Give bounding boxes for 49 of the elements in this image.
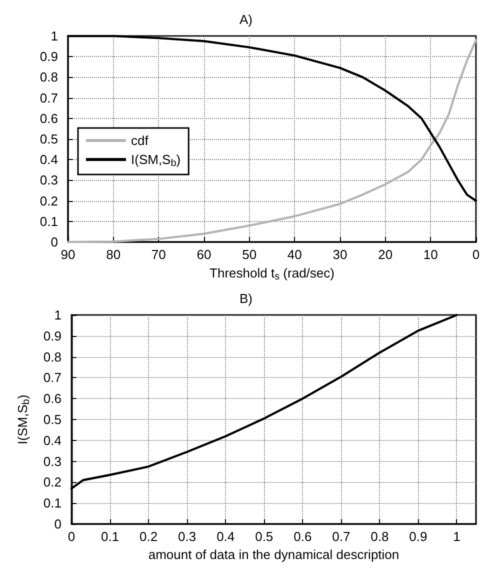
x-tick-label: 0.7 (332, 529, 350, 544)
x-tick-label: 40 (287, 247, 302, 262)
y-tick-label: 1 (50, 28, 58, 44)
x-tick-label: 0.8 (370, 529, 389, 544)
x-tick-label: 0.1 (100, 529, 120, 544)
y-tick-label: 0.7 (43, 370, 62, 386)
y-tick-label: 0.6 (43, 391, 62, 406)
x-tick-label: 10 (423, 247, 438, 262)
y-tick-label: 0.2 (43, 474, 62, 490)
x-tick-label: 0.2 (140, 529, 158, 544)
x-tick-label: 20 (378, 247, 393, 262)
y-tick-label: 0.2 (40, 193, 58, 208)
y-tick-label: 0 (54, 516, 62, 532)
chart-title: B) (240, 291, 252, 306)
x-tick-label: 90 (60, 247, 76, 262)
x-tick-label: 1 (453, 529, 460, 544)
chart-title: A) (240, 12, 252, 27)
y-tick-label: 0.5 (43, 412, 62, 427)
y-tick-label: 0.4 (43, 432, 62, 448)
y-tick-label: 0.7 (40, 90, 58, 106)
x-tick-label: 70 (151, 247, 166, 262)
y-tick-label: 0.1 (40, 214, 58, 229)
y-tick-label: 0.8 (43, 349, 62, 364)
x-tick-label: 80 (106, 247, 121, 262)
x-axis-title: amount of data in the dynamical description (148, 546, 400, 562)
y-tick-label: 0.9 (43, 328, 62, 344)
x-tick-label: 0 (472, 247, 480, 262)
y-tick-label: 0.3 (43, 454, 62, 469)
y-tick-label: 0.3 (40, 172, 58, 188)
y-tick-label: 0.5 (40, 132, 58, 146)
y-tick-label: 0.8 (40, 70, 58, 85)
y-tick-label: 0 (50, 234, 58, 250)
x-tick-label: 0 (68, 529, 76, 544)
y-tick-label: 0.6 (40, 110, 58, 126)
x-tick-label: 0.9 (409, 529, 428, 544)
x-tick-label: 0.5 (255, 529, 274, 544)
y-tick-label: 0.9 (40, 49, 58, 64)
x-tick-label: 0.4 (216, 529, 235, 544)
x-tick-label: 60 (196, 247, 212, 262)
y-axis-title: I(SM,Sb) (15, 394, 32, 444)
x-tick-label: 0.3 (178, 529, 196, 544)
legend-label: cdf (131, 133, 149, 148)
x-tick-label: 30 (332, 247, 348, 262)
x-tick-label: 50 (242, 247, 257, 262)
y-tick-label: 0.1 (43, 496, 62, 511)
x-tick-label: 0.6 (294, 529, 312, 544)
y-tick-label: 1 (54, 308, 62, 322)
y-tick-label: 0.4 (40, 152, 58, 168)
line-series (66, 39, 478, 244)
